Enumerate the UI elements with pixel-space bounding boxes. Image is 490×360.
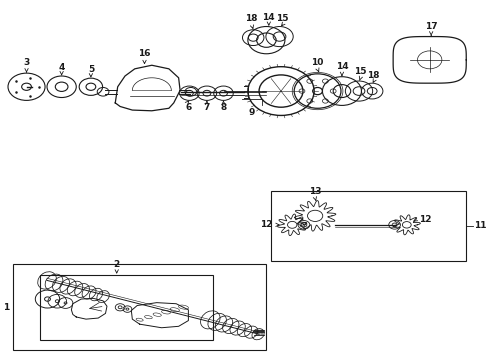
- Text: 15: 15: [354, 67, 367, 76]
- Text: 5: 5: [88, 65, 94, 74]
- Text: 7: 7: [204, 103, 210, 112]
- Text: 12: 12: [419, 215, 432, 224]
- Text: 11: 11: [473, 221, 486, 230]
- Text: 6: 6: [185, 103, 192, 112]
- Text: 3: 3: [24, 58, 30, 67]
- Bar: [13, 264, 267, 350]
- Text: 1: 1: [3, 303, 9, 312]
- Text: 14: 14: [336, 62, 348, 71]
- Bar: [40, 275, 213, 339]
- Text: 15: 15: [276, 14, 289, 23]
- Text: 13: 13: [309, 187, 321, 196]
- Text: 18: 18: [245, 14, 258, 23]
- Text: 14: 14: [263, 13, 275, 22]
- Text: 12: 12: [260, 220, 273, 229]
- Text: 4: 4: [58, 63, 65, 72]
- Text: 2: 2: [114, 260, 120, 269]
- Bar: [271, 191, 466, 261]
- Text: 17: 17: [425, 22, 438, 31]
- Text: 9: 9: [248, 108, 255, 117]
- Text: 8: 8: [220, 103, 226, 112]
- Text: 18: 18: [368, 71, 380, 80]
- Text: 10: 10: [311, 58, 324, 67]
- Text: 16: 16: [138, 49, 151, 58]
